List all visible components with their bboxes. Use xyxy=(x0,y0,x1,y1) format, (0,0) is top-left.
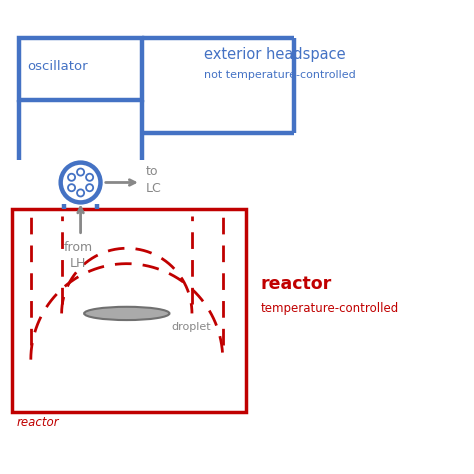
Text: from
LH: from LH xyxy=(64,241,93,270)
Circle shape xyxy=(68,184,75,191)
Text: reactor: reactor xyxy=(17,416,59,429)
Text: exterior headspace: exterior headspace xyxy=(204,47,346,62)
Text: not temperature-controlled: not temperature-controlled xyxy=(204,70,356,80)
Text: droplet: droplet xyxy=(172,322,211,332)
Text: reactor: reactor xyxy=(261,275,332,293)
Ellipse shape xyxy=(84,307,170,320)
Bar xyxy=(19,38,142,100)
Text: to
LC: to LC xyxy=(146,165,161,195)
Text: oscillator: oscillator xyxy=(27,60,88,73)
Circle shape xyxy=(61,163,100,202)
Circle shape xyxy=(68,173,75,181)
Text: temperature-controlled: temperature-controlled xyxy=(261,301,399,315)
Circle shape xyxy=(86,173,93,181)
Circle shape xyxy=(77,168,84,175)
Circle shape xyxy=(86,184,93,191)
Bar xyxy=(12,209,246,412)
Circle shape xyxy=(77,189,84,196)
